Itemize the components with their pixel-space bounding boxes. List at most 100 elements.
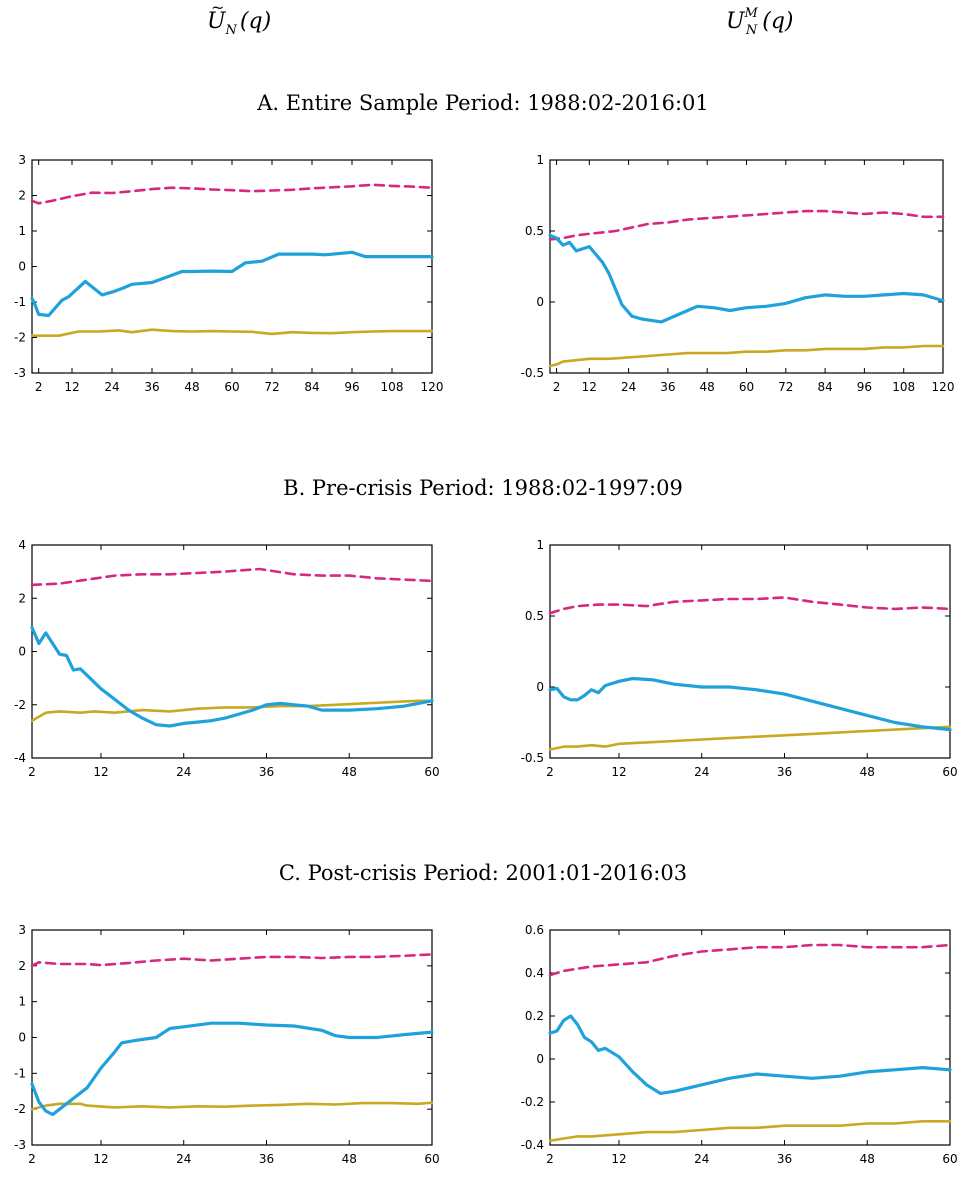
col-left-base: U — [207, 9, 227, 34]
y-tick-label: -0.2 — [521, 1095, 544, 1109]
y-tick-label: 0.2 — [525, 1009, 544, 1023]
x-tick-label: 60 — [424, 1152, 439, 1166]
chart-C-right: -0.4 -0.2 0 0.2 0.4 0.6 2 12 24 36 48 60 — [521, 923, 958, 1166]
x-tick-label: 84 — [817, 380, 832, 394]
x-tick-label: 24 — [694, 765, 709, 779]
series-stat-line — [30, 1021, 434, 1117]
series-lower-line — [30, 699, 434, 722]
y-tick-label: 0 — [18, 1031, 26, 1045]
y-tick-label: 0 — [18, 645, 26, 659]
y-tick-label: 1 — [18, 224, 26, 238]
series-lower-line — [548, 1120, 952, 1142]
y-tick-label: 2 — [18, 189, 26, 203]
x-tick-label: 24 — [176, 1152, 191, 1166]
x-tick-label: 96 — [857, 380, 872, 394]
column-header-right: UM N (q) — [726, 6, 793, 38]
series-upper-line — [548, 209, 945, 241]
y-tick-label: -1 — [14, 1066, 26, 1080]
plot-frame — [31, 544, 433, 759]
chart-A-right: -0.500.512 12 24 36 48 60 72 84 96 108 120 — [521, 153, 955, 394]
y-tick-label: 3 — [18, 153, 26, 167]
series-upper-line — [548, 596, 952, 615]
x-tick-label: 48 — [342, 1152, 357, 1166]
y-tick-label: -0.4 — [521, 1138, 544, 1152]
series-upper-line — [30, 567, 434, 587]
series-lower-line — [548, 725, 952, 751]
x-tick-label: 108 — [892, 380, 915, 394]
x-tick-label: 60 — [224, 380, 239, 394]
col-left-tilde: ~ — [211, 0, 224, 17]
x-tick-label: 24 — [694, 1152, 709, 1166]
col-left-arg: (q) — [240, 9, 271, 34]
x-tick-label: 2 — [35, 380, 43, 394]
x-tick-label: 120 — [421, 380, 444, 394]
x-tick-label: 12 — [611, 765, 626, 779]
x-tick-label: 84 — [304, 380, 319, 394]
x-tick-label: 60 — [424, 765, 439, 779]
series-upper-line — [30, 183, 434, 205]
chart-B-right: -0.500.512 12 24 36 48 60 — [521, 538, 958, 779]
x-tick-label: 96 — [344, 380, 359, 394]
y-tick-label: 0 — [536, 295, 544, 309]
x-tick-label: 2 — [553, 380, 561, 394]
series-lower-line — [30, 328, 434, 337]
x-tick-label: 60 — [942, 765, 957, 779]
series-upper-line — [30, 953, 434, 968]
column-header-left: UN (q) ~ — [207, 0, 271, 38]
x-tick-label: 108 — [381, 380, 404, 394]
col-right-sub: N — [745, 23, 758, 38]
x-tick-label: 2 — [28, 765, 36, 779]
series-stat-line — [548, 233, 945, 324]
y-tick-label: -2 — [14, 331, 26, 345]
x-tick-label: 60 — [942, 1152, 957, 1166]
x-tick-label: 36 — [777, 1152, 792, 1166]
svg-text:UN(q): UN (q) — [207, 9, 271, 38]
x-tick-label: 2 — [28, 1152, 36, 1166]
y-tick-label: 0 — [536, 680, 544, 694]
y-tick-label: 3 — [18, 923, 26, 937]
x-tick-label: 60 — [739, 380, 754, 394]
x-tick-label: 48 — [342, 765, 357, 779]
x-tick-label: 12 — [64, 380, 79, 394]
svg-text:UMN(q): UM N (q) — [726, 6, 793, 38]
y-tick-label: 0 — [536, 1052, 544, 1066]
x-tick-label: 36 — [259, 1152, 274, 1166]
x-tick-label: 48 — [860, 1152, 875, 1166]
panel-title-b: B. Pre-crisis Period: 1988:02-1997:09 — [283, 476, 683, 500]
x-tick-label: 48 — [860, 765, 875, 779]
y-tick-label: 0.6 — [525, 923, 544, 937]
col-right-sup: M — [744, 6, 759, 21]
x-tick-label: 36 — [259, 765, 274, 779]
x-tick-label: 48 — [184, 380, 199, 394]
col-right-base: U — [726, 9, 746, 34]
y-tick-label: 1 — [18, 995, 26, 1009]
series-lower-line — [548, 344, 945, 368]
plot-frame — [549, 544, 951, 759]
panel-title-c: C. Post-crisis Period: 2001:01-2016:03 — [279, 861, 687, 885]
panel-title-a: A. Entire Sample Period: 1988:02-2016:01 — [256, 91, 709, 115]
y-tick-label: -0.5 — [521, 366, 544, 380]
series-stat-line — [548, 676, 952, 732]
y-tick-label: -0.5 — [521, 751, 544, 765]
y-tick-label: 1 — [536, 153, 544, 167]
x-tick-label: 36 — [660, 380, 675, 394]
y-tick-label: -3 — [14, 366, 26, 380]
y-tick-label: 0.5 — [525, 224, 544, 238]
series-upper-line — [548, 943, 952, 977]
x-tick-label: 72 — [264, 380, 279, 394]
x-tick-label: 24 — [104, 380, 119, 394]
y-tick-label: -1 — [14, 295, 26, 309]
series-lower-line — [30, 1101, 434, 1111]
y-tick-label: -4 — [14, 751, 26, 765]
series-stat-line — [30, 625, 434, 728]
x-tick-label: 24 — [621, 380, 636, 394]
series-stat-line — [548, 1014, 952, 1095]
x-tick-label: 12 — [582, 380, 597, 394]
y-tick-label: 0 — [18, 260, 26, 274]
col-left-sub: N — [225, 23, 238, 38]
y-tick-label: 0.5 — [525, 609, 544, 623]
